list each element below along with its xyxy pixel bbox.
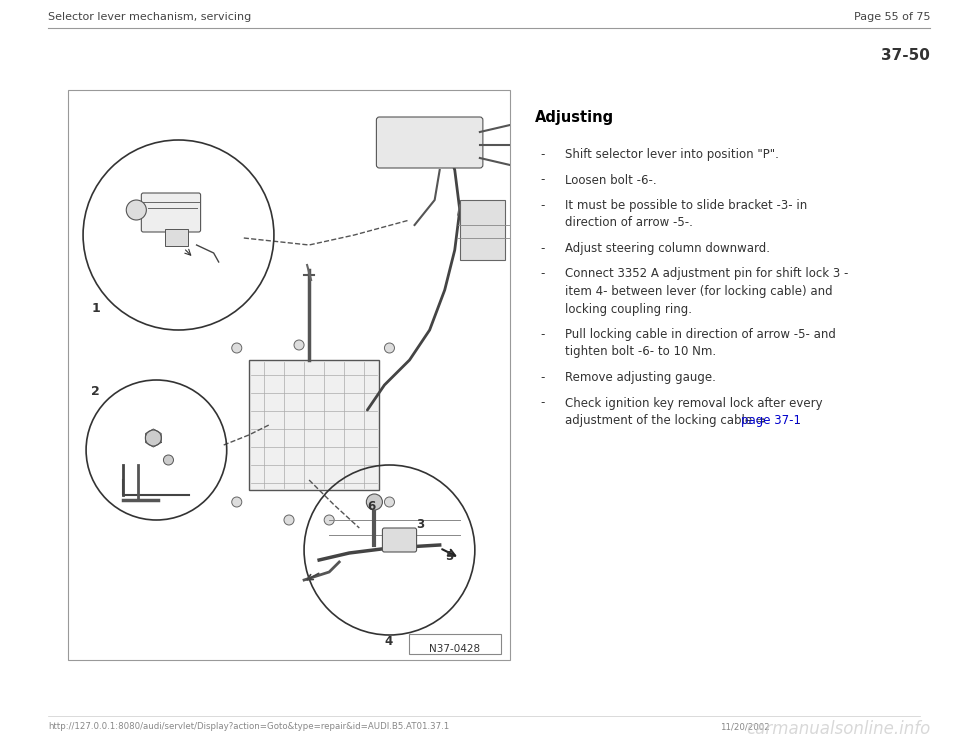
- Circle shape: [127, 200, 146, 220]
- Circle shape: [284, 515, 294, 525]
- Text: Pull locking cable in direction of arrow -5- and
tighten bolt -6- to 10 Nm.: Pull locking cable in direction of arrow…: [565, 328, 836, 358]
- Text: Loosen bolt -6-.: Loosen bolt -6-.: [565, 174, 657, 186]
- Text: 37-50: 37-50: [881, 48, 930, 63]
- Text: Connect 3352 A adjustment pin for shift lock 3 -
item 4- between lever (for lock: Connect 3352 A adjustment pin for shift …: [565, 268, 849, 315]
- FancyBboxPatch shape: [165, 229, 187, 246]
- FancyBboxPatch shape: [249, 360, 379, 490]
- Bar: [68, 90, 510, 660]
- Circle shape: [231, 343, 242, 353]
- Text: Adjust steering column downward.: Adjust steering column downward.: [565, 242, 770, 255]
- FancyBboxPatch shape: [460, 200, 505, 260]
- Text: -: -: [540, 328, 544, 341]
- Text: 11/20/2002: 11/20/2002: [720, 722, 770, 731]
- Circle shape: [384, 497, 395, 507]
- Text: 5: 5: [444, 550, 453, 563]
- Text: .: .: [793, 414, 801, 427]
- Text: It must be possible to slide bracket -3- in
direction of arrow -5-.: It must be possible to slide bracket -3-…: [565, 199, 807, 229]
- Text: page 37-1: page 37-1: [741, 414, 801, 427]
- Circle shape: [384, 343, 395, 353]
- Circle shape: [367, 494, 382, 510]
- Circle shape: [231, 497, 242, 507]
- Circle shape: [163, 455, 174, 465]
- Text: -: -: [540, 148, 544, 161]
- Text: http://127.0.0.1:8080/audi/servlet/Display?action=Goto&type=repair&id=AUDI.B5.AT: http://127.0.0.1:8080/audi/servlet/Displ…: [48, 722, 449, 731]
- Text: -: -: [540, 174, 544, 186]
- Circle shape: [145, 430, 161, 446]
- Text: -: -: [540, 396, 544, 410]
- Text: 4: 4: [384, 635, 393, 648]
- Text: 2: 2: [91, 385, 100, 398]
- Text: -: -: [540, 242, 544, 255]
- Text: 3: 3: [417, 518, 424, 531]
- Text: Check ignition key removal lock after every
adjustment of the locking cable ⇒: Check ignition key removal lock after ev…: [565, 396, 823, 427]
- FancyBboxPatch shape: [376, 117, 483, 168]
- Text: carmanualsonline.info: carmanualsonline.info: [746, 720, 930, 738]
- Text: Shift selector lever into position "P".: Shift selector lever into position "P".: [565, 148, 779, 161]
- Text: Selector lever mechanism, servicing: Selector lever mechanism, servicing: [48, 12, 252, 22]
- Text: 1: 1: [91, 302, 100, 315]
- FancyBboxPatch shape: [382, 528, 417, 552]
- Circle shape: [294, 340, 304, 350]
- FancyBboxPatch shape: [141, 193, 201, 232]
- Text: Page 55 of 75: Page 55 of 75: [853, 12, 930, 22]
- Circle shape: [324, 515, 334, 525]
- Text: Adjusting: Adjusting: [535, 110, 614, 125]
- Text: -: -: [540, 268, 544, 280]
- Text: -: -: [540, 371, 544, 384]
- Text: N37-0428: N37-0428: [429, 644, 480, 654]
- FancyBboxPatch shape: [409, 634, 501, 654]
- Text: Remove adjusting gauge.: Remove adjusting gauge.: [565, 371, 716, 384]
- Text: 6: 6: [368, 500, 375, 513]
- Text: -: -: [540, 199, 544, 212]
